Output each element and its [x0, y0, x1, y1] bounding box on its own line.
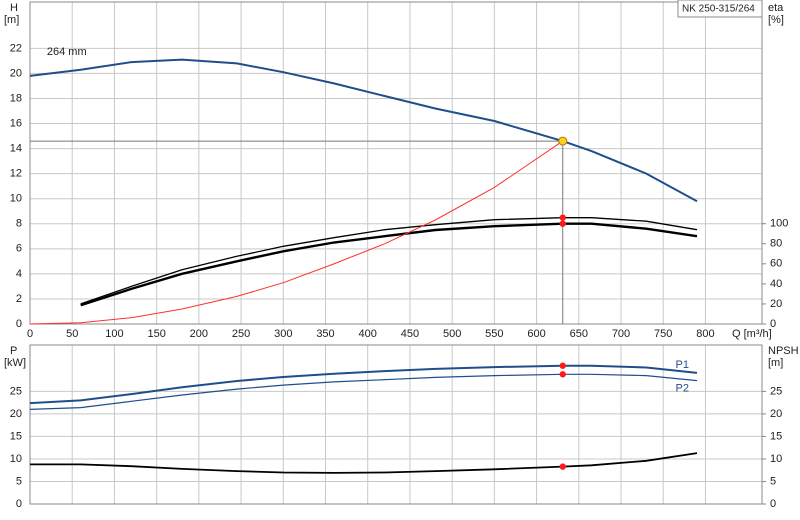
duty-point [559, 371, 566, 378]
y-axis-label: [kW] [4, 357, 26, 369]
series-line [80, 222, 698, 307]
y2-axis-label: eta [768, 2, 784, 14]
y-tick-label: 20 [10, 408, 22, 420]
title-box [677, 0, 763, 18]
y2-tick-label: 25 [770, 385, 782, 397]
y2-tick-label: 20 [770, 298, 782, 310]
x-tick-label: 400 [359, 328, 377, 340]
x-tick-label: 750 [654, 328, 672, 340]
y2-tick-label: 60 [770, 258, 782, 270]
x-tick-label: 500 [443, 328, 461, 340]
y2-tick-label: 80 [770, 238, 782, 250]
x-tick-label: 300 [274, 328, 292, 340]
y-tick-label: 4 [16, 268, 22, 280]
y-axis-label: [m] [4, 14, 19, 26]
curve-annotation: 264 mm [47, 46, 87, 58]
x-tick-label: 0 [27, 328, 33, 340]
x-tick-label: 550 [485, 328, 503, 340]
y2-tick-label: 10 [770, 453, 782, 465]
series-label: P1 [676, 359, 689, 371]
y-tick-label: 14 [10, 142, 22, 154]
y2-tick-label: 100 [770, 218, 788, 230]
y2-tick-label: 0 [770, 318, 776, 330]
y2-tick-label: 40 [770, 278, 782, 290]
y2-tick-label: 5 [770, 475, 776, 487]
y-tick-label: 0 [16, 318, 22, 330]
x-tick-label: 200 [190, 328, 208, 340]
y2-axis-label: [m] [768, 357, 783, 369]
series-line [29, 58, 698, 203]
y-tick-label: 16 [10, 117, 22, 129]
duty-point [559, 362, 566, 369]
series-line [29, 364, 698, 405]
y-tick-label: 20 [10, 67, 22, 79]
y2-axis-label: [%] [768, 14, 784, 26]
series-label: P2 [676, 382, 689, 394]
y-tick-label: 6 [16, 243, 22, 255]
y-tick-label: 10 [10, 193, 22, 205]
series-line [30, 452, 698, 474]
series-line [29, 373, 698, 410]
x-tick-label: 600 [527, 328, 545, 340]
operating-point [558, 136, 568, 146]
y-tick-label: 5 [16, 475, 22, 487]
series-line [29, 140, 563, 325]
x-tick-label: 450 [401, 328, 419, 340]
y-tick-label: 22 [10, 42, 22, 54]
x-tick-label: 50 [66, 328, 78, 340]
y2-tick-label: 15 [770, 430, 782, 442]
y-tick-label: 0 [16, 498, 22, 510]
y2-tick-label: 0 [770, 498, 776, 510]
y2-axis-label: NPSH [768, 345, 799, 357]
y-tick-label: 12 [10, 168, 22, 180]
y-tick-label: 25 [10, 385, 22, 397]
x-tick-label: 650 [570, 328, 588, 340]
x-tick-label: 100 [105, 328, 123, 340]
plot-frame [29, 1, 763, 325]
x-tick-label: 350 [316, 328, 334, 340]
y-tick-label: 10 [10, 453, 22, 465]
duty-point [559, 220, 566, 227]
x-tick-label: 150 [147, 328, 165, 340]
y-tick-label: 2 [16, 293, 22, 305]
plot-background [30, 2, 762, 324]
chart-title: NK 250-315/264 [682, 4, 755, 15]
duty-point [559, 463, 566, 470]
x-tick-label: 250 [232, 328, 250, 340]
y-tick-label: 8 [16, 218, 22, 230]
y-axis-label: H [10, 2, 18, 14]
y2-tick-label: 20 [770, 408, 782, 420]
y-tick-label: 15 [10, 430, 22, 442]
y-axis-label: P [10, 345, 17, 357]
duty-point [559, 214, 566, 221]
x-tick-label: 800 [696, 328, 714, 340]
x-tick-label: 700 [612, 328, 630, 340]
plot-frame [29, 344, 763, 505]
y-tick-label: 18 [10, 92, 22, 104]
x-axis-label: Q [m³/h] [732, 328, 772, 340]
series-line [80, 217, 698, 305]
